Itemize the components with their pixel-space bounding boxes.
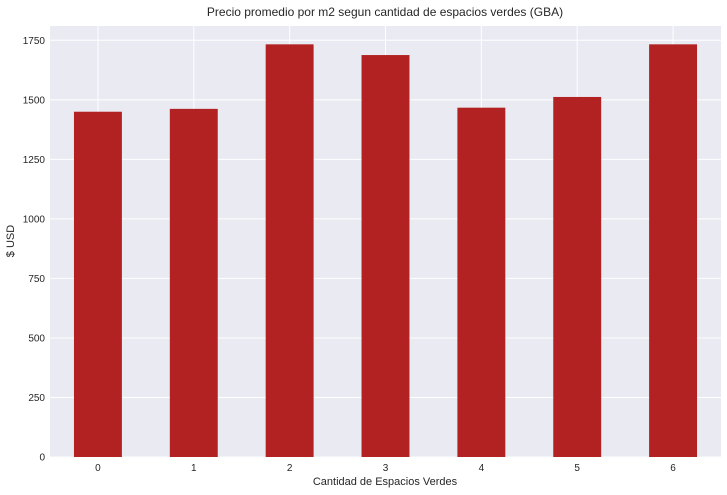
y-tick-label: 1750: [23, 36, 46, 47]
x-tick-label: 4: [479, 463, 485, 474]
chart-title: Precio promedio por m2 segun cantidad de…: [207, 5, 563, 19]
y-tick-label: 500: [28, 333, 45, 344]
y-tick-label: 1500: [23, 95, 46, 106]
bar-4: [457, 107, 506, 457]
x-tick-labels: 0 1 2 3 4 5 6: [95, 463, 676, 474]
bar-6: [649, 44, 698, 457]
y-tick-label: 750: [28, 274, 45, 285]
y-tick-labels: 0 250 500 750 1000 1250 1500 1750: [23, 36, 46, 464]
bar-2: [265, 44, 314, 457]
y-tick-label: 1000: [23, 214, 46, 225]
y-tick-label: 0: [39, 453, 45, 464]
bar-0: [73, 111, 122, 457]
x-tick-label: 3: [383, 463, 389, 474]
x-tick-label: 6: [670, 463, 676, 474]
y-axis-label: $ USD: [5, 225, 17, 257]
bar-5: [553, 96, 602, 458]
x-tick-label: 2: [287, 463, 293, 474]
bar-1: [169, 108, 218, 457]
x-tick-label: 1: [191, 463, 197, 474]
x-axis-label: Cantidad de Espacios Verdes: [313, 476, 458, 488]
y-tick-label: 1250: [23, 155, 46, 166]
bar-3: [361, 55, 410, 457]
x-tick-label: 0: [95, 463, 101, 474]
x-tick-label: 5: [574, 463, 580, 474]
bars: [73, 44, 698, 458]
y-tick-label: 250: [28, 393, 45, 404]
